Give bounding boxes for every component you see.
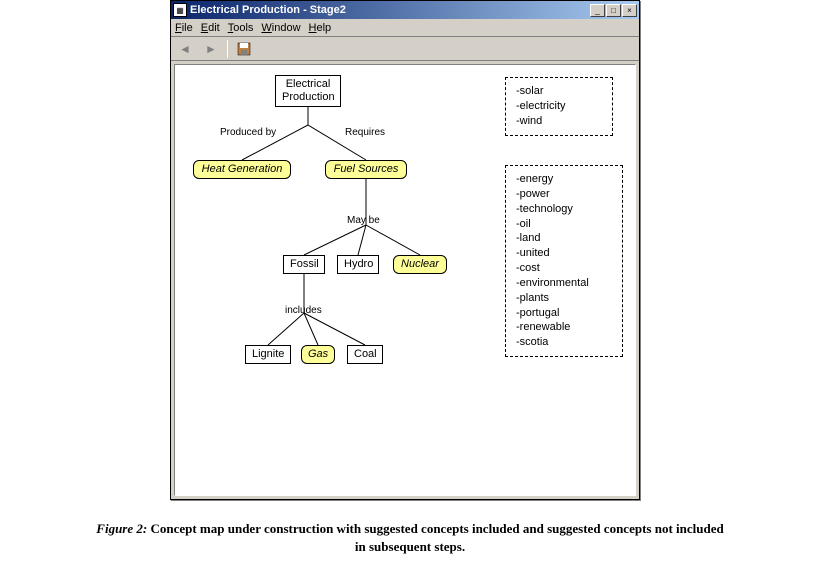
suggested-concept: -oil <box>516 217 612 232</box>
titlebar[interactable]: ▦ Electrical Production - Stage2 _ □ × <box>171 1 639 19</box>
suggested-concept: -solar <box>516 84 602 99</box>
toolbar: ◄ ► <box>171 37 639 61</box>
app-icon: ▦ <box>173 3 187 17</box>
concept-node[interactable]: Heat Generation <box>193 160 291 179</box>
concept-node[interactable]: Gas <box>301 345 335 364</box>
close-button[interactable]: × <box>622 4 637 17</box>
concept-node[interactable]: Lignite <box>245 345 291 364</box>
suggested-concept: -renewable <box>516 320 612 335</box>
save-icon <box>236 41 252 57</box>
canvas-inner: ElectricalProduction Heat Generation Fuel … <box>175 65 635 495</box>
suggested-concept: -portugal <box>516 306 612 321</box>
suggested-concept: -technology <box>516 202 612 217</box>
menu-help[interactable]: Help <box>309 22 332 34</box>
suggested-concept: -electricity <box>516 99 602 114</box>
canvas[interactable]: ElectricalProduction Heat Generation Fuel … <box>174 64 636 496</box>
suggested-concept: -energy <box>516 172 612 187</box>
figure-caption: Figure 2: Concept map under construction… <box>90 520 730 555</box>
maximize-button[interactable]: □ <box>606 4 621 17</box>
menu-edit[interactable]: Edit <box>201 22 220 34</box>
suggested-concept: -wind <box>516 114 602 129</box>
app-window: ▦ Electrical Production - Stage2 _ □ × F… <box>170 0 640 500</box>
concept-node[interactable]: Nuclear <box>393 255 447 274</box>
minimize-button[interactable]: _ <box>590 4 605 17</box>
window-title: Electrical Production - Stage2 <box>190 4 590 16</box>
concept-node[interactable]: Fuel Sources <box>325 160 407 179</box>
concept-node[interactable]: ElectricalProduction <box>275 75 341 107</box>
back-button[interactable]: ◄ <box>175 39 195 59</box>
concept-node[interactable]: Hydro <box>337 255 379 274</box>
forward-button[interactable]: ► <box>201 39 221 59</box>
suggested-excluded-box: -energy-power-technology-oil-land-united… <box>505 165 623 357</box>
menu-tools[interactable]: Tools <box>228 22 254 34</box>
edge-label: includes <box>285 305 322 316</box>
suggested-included-box: -solar-electricity-wind <box>505 77 613 136</box>
suggested-concept: -environmental <box>516 276 612 291</box>
caption-prefix: Figure 2: <box>96 521 147 536</box>
suggested-concept: -scotia <box>516 335 612 350</box>
edge-label: Requires <box>345 127 385 138</box>
caption-text: Concept map under construction with sugg… <box>150 521 723 554</box>
menubar: File Edit Tools Window Help <box>171 19 639 37</box>
suggested-concept: -cost <box>516 261 612 276</box>
suggested-concept: -plants <box>516 291 612 306</box>
window-controls: _ □ × <box>590 4 637 17</box>
menu-window[interactable]: Window <box>261 22 300 34</box>
suggested-concept: -united <box>516 246 612 261</box>
concept-node[interactable]: Coal <box>347 345 383 364</box>
menu-file[interactable]: File <box>175 22 193 34</box>
suggested-concept: -power <box>516 187 612 202</box>
suggested-concept: -land <box>516 231 612 246</box>
toolbar-separator <box>227 40 228 58</box>
concept-node[interactable]: Fossil <box>283 255 325 274</box>
save-button[interactable] <box>234 39 254 59</box>
edge-label: Produced by <box>220 127 276 138</box>
edge-label: May be <box>347 215 380 226</box>
